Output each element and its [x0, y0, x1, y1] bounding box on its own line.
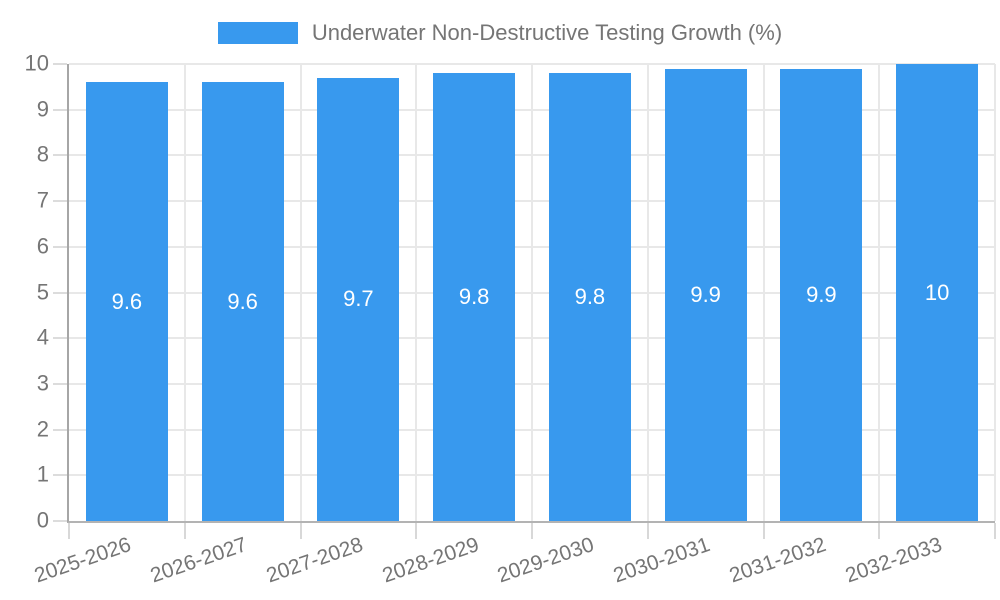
bar-value-label: 9.6: [227, 288, 258, 314]
y-axis-tick: [53, 474, 67, 477]
x-axis-tick: [994, 523, 996, 539]
y-axis-tick-label: 5: [36, 279, 49, 305]
x-axis-category-label: 2029-2030: [494, 533, 598, 588]
x-axis-tick: [183, 523, 186, 539]
bar-value-label: 9.9: [690, 281, 721, 307]
y-axis-tick: [53, 382, 67, 385]
x-axis-category-label: 2025-2026: [31, 533, 135, 588]
bar[interactable]: [317, 77, 400, 521]
x-axis-category-label: 2028-2029: [379, 533, 482, 588]
x-gridline: [531, 64, 533, 521]
y-axis-tick: [53, 200, 67, 203]
chart-legend: Underwater Non-Destructive Testing Growt…: [0, 20, 1000, 46]
y-axis-tick-label: 4: [36, 324, 49, 350]
bar[interactable]: [664, 68, 747, 521]
y-axis-tick-label: 1: [36, 461, 49, 487]
legend-swatch: [217, 22, 298, 44]
bar[interactable]: [780, 68, 863, 521]
bar[interactable]: [201, 82, 284, 521]
bar[interactable]: [433, 73, 516, 521]
bar[interactable]: [896, 64, 979, 521]
x-axis-category-label: 2030-2031: [610, 533, 714, 588]
x-axis-tick: [762, 523, 765, 539]
y-axis-tick-label: 6: [36, 233, 49, 259]
y-axis-tick: [53, 245, 67, 248]
y-axis-tick-label: 2: [36, 416, 49, 442]
y-axis-tick: [53, 291, 67, 294]
y-axis-tick: [53, 337, 67, 340]
bar-value-label: 10: [924, 279, 950, 305]
x-gridline: [762, 64, 765, 521]
x-gridline: [994, 64, 996, 521]
y-axis-tick: [53, 154, 67, 157]
x-axis-category-label: 2031-2032: [726, 533, 829, 588]
x-gridline: [183, 64, 186, 521]
legend-label: Underwater Non-Destructive Testing Growt…: [311, 20, 783, 45]
y-axis-tick-label: 8: [36, 141, 49, 167]
y-axis-tick: [53, 428, 67, 431]
y-axis-tick: [53, 108, 67, 111]
x-axis-category-label: 2027-2028: [263, 533, 366, 588]
bar-value-label: 9.8: [574, 284, 606, 310]
y-axis-tick-label: 0: [36, 507, 49, 533]
y-axis-tick-label: 9: [36, 96, 49, 122]
x-axis-tick: [531, 523, 533, 539]
x-gridline: [299, 64, 302, 521]
x-axis-category-label: 2026-2027: [147, 533, 251, 588]
x-axis-tick: [415, 523, 418, 539]
x-axis-tick: [299, 523, 302, 539]
bar-value-label: 9.6: [111, 288, 143, 314]
bar[interactable]: [85, 82, 168, 521]
bar-value-label: 9.7: [343, 286, 374, 312]
x-axis-category-label: 2032-2033: [842, 533, 945, 588]
bar[interactable]: [548, 73, 631, 521]
x-gridline: [646, 64, 649, 521]
y-axis-tick-label: 10: [24, 50, 49, 76]
bar-value-label: 9.9: [806, 281, 837, 307]
y-axis-tick-label: 3: [36, 370, 49, 396]
x-axis-tick: [68, 523, 70, 539]
plot-area: 0 1 2 3 4 5 6 7 8 9 10 9.6 2025-2026 9.6 2026-2027 9.7 2…: [25, 52, 996, 587]
y-axis-tick: [53, 63, 67, 65]
y-axis-tick: [53, 520, 67, 522]
x-axis-tick: [646, 523, 649, 539]
x-axis-tick: [878, 523, 881, 539]
bar-value-label: 9.8: [458, 284, 490, 310]
x-gridline: [415, 64, 418, 521]
y-axis-tick-label: 7: [36, 187, 49, 213]
x-gridline: [878, 64, 881, 521]
